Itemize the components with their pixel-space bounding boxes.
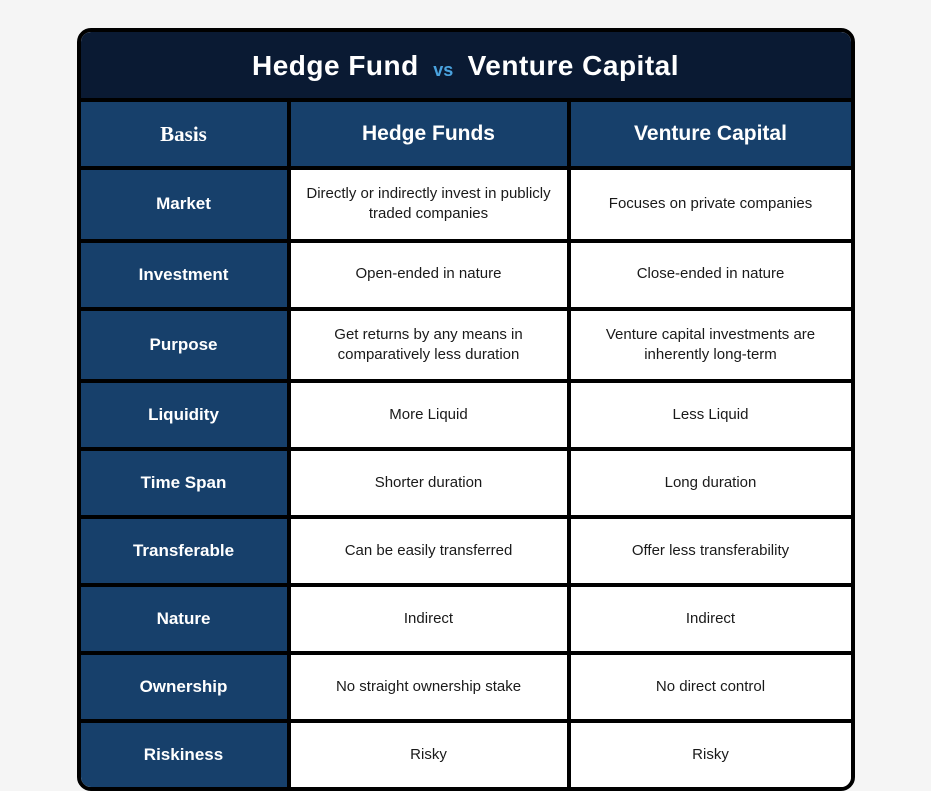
title-left: Hedge Fund xyxy=(252,50,419,81)
table-row: Time Span Shorter duration Long duration xyxy=(81,451,851,519)
row-col1: Can be easily transferred xyxy=(291,519,571,583)
header-col2: Venture Capital xyxy=(571,102,851,166)
row-col1: Get returns by any means in comparativel… xyxy=(291,311,571,380)
row-col1: No straight ownership stake xyxy=(291,655,571,719)
row-col2: Indirect xyxy=(571,587,851,651)
row-col1: Open-ended in nature xyxy=(291,243,571,307)
row-col1: Indirect xyxy=(291,587,571,651)
row-col2: Close-ended in nature xyxy=(571,243,851,307)
header-row: Basis Hedge Funds Venture Capital xyxy=(81,102,851,170)
table-row: Purpose Get returns by any means in comp… xyxy=(81,311,851,384)
row-basis: Riskiness xyxy=(81,723,291,787)
row-basis: Investment xyxy=(81,243,291,307)
row-col2: Offer less transferability xyxy=(571,519,851,583)
row-col2: Venture capital investments are inherent… xyxy=(571,311,851,380)
header-basis: Basis xyxy=(81,102,291,166)
table-row: Riskiness Risky Risky xyxy=(81,723,851,787)
row-col2: Long duration xyxy=(571,451,851,515)
row-basis: Ownership xyxy=(81,655,291,719)
comparison-grid: Basis Hedge Funds Venture Capital Market… xyxy=(81,102,851,787)
row-basis: Liquidity xyxy=(81,383,291,447)
table-row: Ownership No straight ownership stake No… xyxy=(81,655,851,723)
table-row: Market Directly or indirectly invest in … xyxy=(81,170,851,243)
row-col1: Directly or indirectly invest in publicl… xyxy=(291,170,571,239)
row-col2: No direct control xyxy=(571,655,851,719)
row-basis: Transferable xyxy=(81,519,291,583)
row-col2: Less Liquid xyxy=(571,383,851,447)
comparison-table-card: Hedge Fund vs Venture Capital Basis Hedg… xyxy=(77,28,855,791)
table-row: Transferable Can be easily transferred O… xyxy=(81,519,851,587)
row-col1: Risky xyxy=(291,723,571,787)
title-bar: Hedge Fund vs Venture Capital xyxy=(81,32,851,102)
header-col1: Hedge Funds xyxy=(291,102,571,166)
row-basis: Purpose xyxy=(81,311,291,380)
row-col1: More Liquid xyxy=(291,383,571,447)
row-col2: Risky xyxy=(571,723,851,787)
table-row: Investment Open-ended in nature Close-en… xyxy=(81,243,851,311)
title-right: Venture Capital xyxy=(468,50,679,81)
title-vs: vs xyxy=(433,60,453,80)
row-basis: Time Span xyxy=(81,451,291,515)
row-basis: Market xyxy=(81,170,291,239)
row-col1: Shorter duration xyxy=(291,451,571,515)
table-row: Nature Indirect Indirect xyxy=(81,587,851,655)
table-row: Liquidity More Liquid Less Liquid xyxy=(81,383,851,451)
row-basis: Nature xyxy=(81,587,291,651)
row-col2: Focuses on private companies xyxy=(571,170,851,239)
